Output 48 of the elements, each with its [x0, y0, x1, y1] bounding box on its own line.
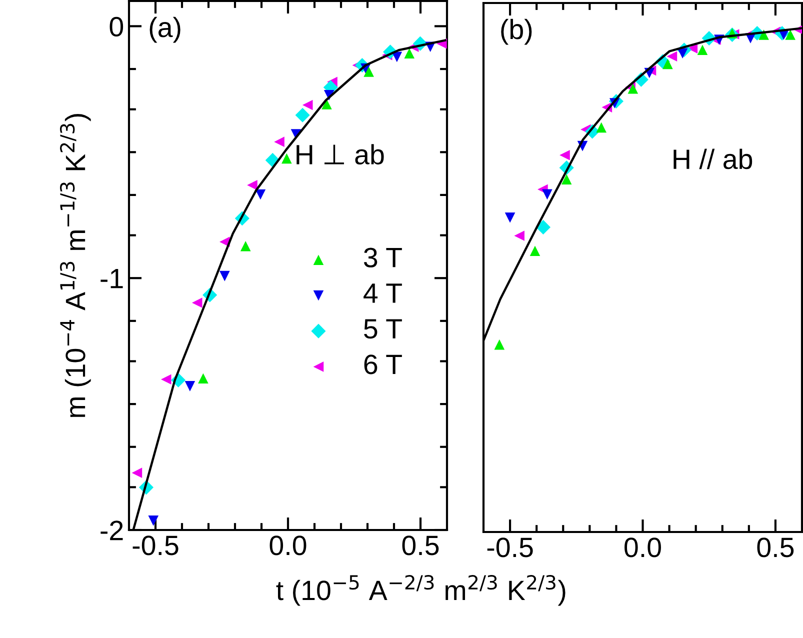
point: [504, 212, 516, 223]
point: [666, 51, 678, 62]
text: t (10$^{−5}$ A$^{−2/3}$ m$^{2/3}$ K$^{2/3}$): [276, 574, 566, 606]
point: [561, 174, 572, 184]
point: [494, 339, 505, 350]
point: [364, 66, 374, 77]
point: [282, 153, 292, 164]
point: [785, 30, 796, 40]
point: [514, 230, 524, 241]
x-tick-label: 0.0: [270, 536, 306, 556]
legend-label: 6 T: [364, 354, 402, 374]
point: [198, 373, 208, 384]
point: [697, 44, 708, 56]
point: [404, 48, 415, 59]
point: [322, 99, 332, 110]
point: [132, 468, 142, 478]
point: [184, 381, 196, 392]
point: [160, 374, 172, 385]
point: [560, 150, 570, 160]
text: m (10$^{−4}$ A$^{1/3}$ m$^{−1/3}$ K$^{2/3}$): [60, 114, 91, 417]
point: [192, 298, 202, 308]
point: [596, 122, 606, 133]
y-tick-label: -1: [100, 269, 123, 288]
annotation: H // ab: [674, 148, 752, 170]
x-tick-label: -0.5: [132, 536, 178, 556]
point: [536, 220, 550, 234]
y-tick-label: -2: [100, 520, 123, 540]
legend-label: 4 T: [364, 284, 402, 303]
point: [302, 100, 313, 110]
legend-label: 3 T: [364, 248, 402, 268]
annotation: H ⊥ ab: [296, 144, 384, 165]
point: [542, 189, 552, 200]
y-tick-label: 0: [110, 16, 124, 37]
legend-label: 5 T: [364, 319, 402, 339]
point: [530, 246, 540, 256]
annotation: (b): [501, 18, 532, 45]
x-tick-label: 0.5: [757, 538, 794, 558]
annotation: (a): [150, 16, 180, 43]
point: [148, 516, 159, 526]
point: [628, 84, 638, 94]
point: [295, 108, 310, 122]
x-tick-label: 0.5: [402, 536, 439, 556]
point: [240, 240, 251, 252]
point: [220, 270, 230, 282]
x-tick-label: -0.5: [487, 538, 533, 558]
x-tick-label: 0.0: [624, 538, 661, 558]
point: [247, 180, 258, 190]
point: [274, 136, 284, 147]
